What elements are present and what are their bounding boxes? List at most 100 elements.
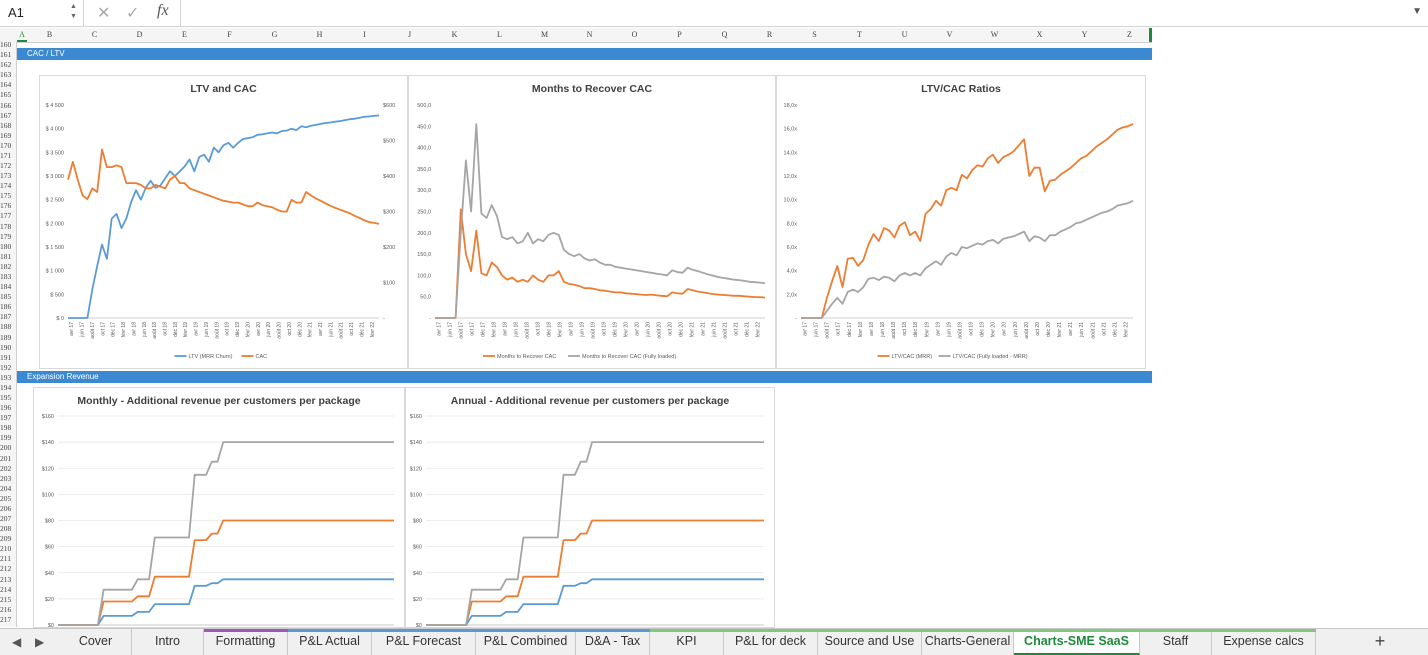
column-header-a[interactable]: A — [17, 28, 27, 42]
row-header[interactable]: 176 — [0, 201, 12, 211]
column-header-i[interactable]: I — [363, 30, 366, 39]
row-header[interactable]: 168 — [0, 120, 12, 130]
row-header[interactable]: 183 — [0, 271, 12, 281]
column-header-g[interactable]: G — [271, 30, 278, 39]
row-header[interactable]: 185 — [0, 292, 12, 302]
sheet-tab-p-l-combined[interactable]: P&L Combined — [476, 629, 576, 655]
row-header[interactable]: 163 — [0, 70, 12, 80]
column-header-t[interactable]: T — [857, 30, 862, 39]
cancel-icon[interactable]: ✕ — [97, 5, 111, 22]
scroll-tabs-right-icon[interactable]: ▶ — [35, 635, 45, 649]
row-header[interactable]: 180 — [0, 241, 12, 251]
column-header-z[interactable]: Z — [1127, 30, 1132, 39]
row-header[interactable]: 179 — [0, 231, 12, 241]
column-header-w[interactable]: W — [990, 30, 999, 39]
column-header-s[interactable]: S — [812, 30, 817, 39]
row-header[interactable]: 175 — [0, 191, 12, 201]
row-header[interactable]: 199 — [0, 433, 12, 443]
row-header[interactable]: 206 — [0, 503, 12, 513]
scroll-tabs-left-icon[interactable]: ◀ — [12, 635, 22, 649]
column-header-y[interactable]: Y — [1081, 30, 1088, 39]
row-header[interactable]: 193 — [0, 372, 12, 382]
row-header[interactable]: 212 — [0, 564, 12, 574]
row-header[interactable]: 211 — [0, 554, 11, 564]
row-header[interactable]: 214 — [0, 584, 12, 594]
row-header[interactable]: 178 — [0, 221, 12, 231]
row-header[interactable]: 205 — [0, 493, 12, 503]
column-header-p[interactable]: P — [677, 30, 682, 39]
sheet-tab-staff[interactable]: Staff — [1140, 629, 1212, 655]
row-header[interactable]: 192 — [0, 362, 12, 372]
name-box[interactable]: A1 ▲ ▼ — [0, 0, 84, 26]
row-header[interactable]: 194 — [0, 382, 12, 392]
row-header[interactable]: 169 — [0, 130, 12, 140]
row-header[interactable]: 177 — [0, 211, 12, 221]
add-sheet-button[interactable]: + — [1374, 631, 1386, 651]
column-header-x[interactable]: X — [1036, 30, 1043, 39]
enter-icon[interactable]: ✓ — [126, 5, 140, 22]
sheet-tab-intro[interactable]: Intro — [132, 629, 204, 655]
row-header[interactable]: 217 — [0, 614, 12, 624]
sheet-tab-expense-calcs[interactable]: Expense calcs — [1212, 629, 1316, 655]
column-header-c[interactable]: C — [91, 30, 98, 39]
name-box-stepper-icon[interactable]: ▲ ▼ — [70, 3, 77, 20]
row-header[interactable]: 213 — [0, 574, 12, 584]
row-header[interactable]: 172 — [0, 161, 12, 171]
sheet-tab-charts-general[interactable]: Charts-General — [922, 629, 1014, 655]
row-header[interactable]: 166 — [0, 100, 12, 110]
row-header[interactable]: 208 — [0, 524, 12, 534]
row-header[interactable]: 187 — [0, 312, 12, 322]
row-header[interactable]: 189 — [0, 332, 12, 342]
row-header[interactable]: 215 — [0, 594, 12, 604]
row-header[interactable]: 162 — [0, 60, 12, 70]
row-header[interactable]: 182 — [0, 261, 12, 271]
row-header[interactable]: 207 — [0, 514, 12, 524]
column-header-r[interactable]: R — [766, 30, 773, 39]
chart-months-to-recover-cac[interactable]: Months to Recover CAC 500,0 450,0 400,0 350,… — [408, 75, 776, 369]
row-header[interactable]: 190 — [0, 342, 12, 352]
row-header[interactable]: 184 — [0, 282, 12, 292]
row-header[interactable]: 167 — [0, 110, 12, 120]
row-header[interactable]: 160 — [0, 42, 12, 49]
row-header[interactable]: 186 — [0, 302, 12, 312]
column-header-e[interactable]: E — [182, 30, 187, 39]
row-header[interactable]: 210 — [0, 544, 12, 554]
row-header[interactable]: 188 — [0, 322, 12, 332]
column-header-n[interactable]: N — [586, 30, 593, 39]
chart-ltv-and-cac[interactable]: LTV and CAC $ 4 500 $ 4 000 $ 3 500 $ 3 000 $… — [39, 75, 408, 369]
row-header[interactable]: 173 — [0, 171, 12, 181]
sheet-tab-formatting[interactable]: Formatting — [204, 629, 288, 655]
row-header[interactable]: 216 — [0, 604, 12, 614]
column-header-o[interactable]: O — [631, 30, 638, 39]
insert-function-icon[interactable]: fx — [157, 2, 169, 19]
column-header-u[interactable]: U — [901, 30, 908, 39]
chart-ltv-cac-ratios[interactable]: LTV/CAC Ratios 18,0x 16,0x 14,0x 12,0x 10,0x 8… — [776, 75, 1146, 369]
row-header[interactable]: 174 — [0, 181, 12, 191]
row-header[interactable]: 171 — [0, 150, 12, 160]
row-header[interactable]: 200 — [0, 443, 12, 453]
sheet-tab-p-l-actual[interactable]: P&L Actual — [288, 629, 372, 655]
sheet-tab-cover[interactable]: Cover — [60, 629, 132, 655]
column-header-q[interactable]: Q — [721, 30, 728, 39]
row-header[interactable]: 204 — [0, 483, 12, 493]
row-header[interactable]: 202 — [0, 463, 12, 473]
column-header-k[interactable]: K — [451, 30, 458, 39]
formula-input[interactable] — [180, 0, 1411, 26]
sheet-tab-source-and-use[interactable]: Source and Use — [818, 629, 922, 655]
row-header[interactable]: 191 — [0, 352, 12, 362]
column-header-v[interactable]: V — [946, 30, 953, 39]
row-header[interactable]: 209 — [0, 534, 12, 544]
column-header-j[interactable]: J — [407, 30, 412, 39]
row-header[interactable]: 164 — [0, 80, 12, 90]
row-header[interactable]: 165 — [0, 90, 12, 100]
row-header[interactable]: 195 — [0, 393, 12, 403]
sheet-tab-p-l-for-deck[interactable]: P&L for deck — [724, 629, 818, 655]
row-header[interactable]: 161 — [0, 50, 12, 60]
column-header-f[interactable]: F — [227, 30, 232, 39]
row-header[interactable]: 170 — [0, 140, 12, 150]
column-header-l[interactable]: L — [497, 30, 502, 39]
column-header-b[interactable]: B — [46, 30, 53, 39]
row-header[interactable]: 197 — [0, 413, 12, 423]
sheet-tab-charts-sme-saas[interactable]: Charts-SME SaaS — [1014, 629, 1140, 655]
chart-annual-additional-revenue[interactable]: Annual - Additional revenue per customer… — [405, 387, 775, 628]
